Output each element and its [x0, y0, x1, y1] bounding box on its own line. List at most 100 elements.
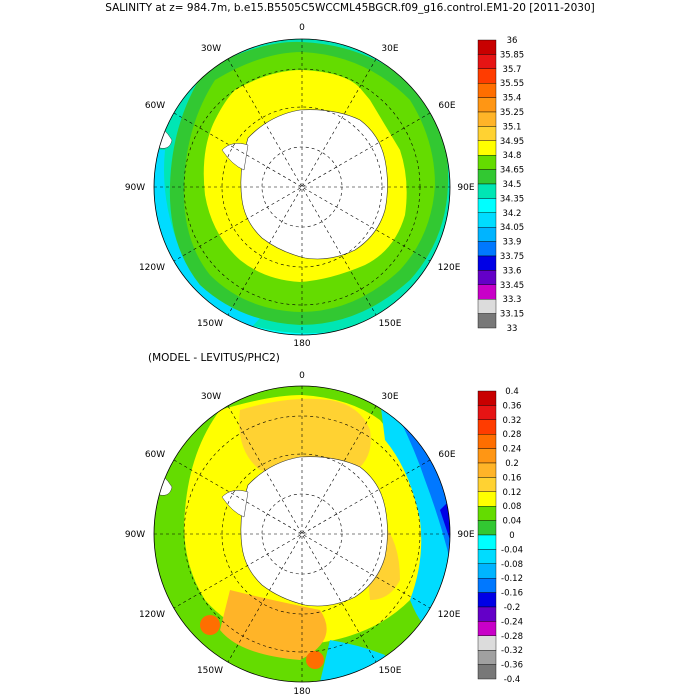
colorbar-tick-label: 0: [509, 531, 514, 541]
orange-diff-patch: [220, 590, 327, 660]
colorbar-tick-label: 34.05: [500, 223, 524, 233]
salinity-map: [153, 38, 451, 336]
lon-label: 0: [299, 371, 305, 381]
difference-colorbar: 0.4 0.36 0.32 0.28 0.24 0.2 0.16 0.12 0.08 0.04 0 -…: [477, 387, 523, 685]
lon-label: 90E: [457, 183, 474, 193]
colorbar-tick-label: 33.75: [500, 252, 524, 262]
lon-label: 60E: [438, 101, 455, 111]
colorbar-swatch: [477, 650, 497, 665]
difference-map: [153, 385, 451, 683]
lon-label: 150E: [379, 319, 402, 329]
antarctica-landmass: [240, 456, 388, 607]
lon-label: 60W: [145, 101, 165, 111]
colorbar-tick-label: 35.1: [503, 122, 522, 132]
colorbar-tick-label: 0.08: [503, 502, 522, 512]
colorbar-tick-label: 35.25: [500, 108, 524, 118]
colorbar-swatch: [477, 563, 497, 579]
lon-label: 180: [293, 687, 310, 697]
lon-label: 60E: [438, 450, 455, 460]
colorbar-tick-label: 34.95: [500, 137, 524, 147]
lon-label: 30W: [201, 392, 221, 402]
colorbar-swatch: [477, 226, 497, 242]
colorbar-tick-label: 36: [507, 36, 518, 46]
colorbar-swatch: [477, 578, 497, 593]
colorbar-tick-label: -0.28: [501, 632, 523, 642]
difference-subtitle: (MODEL - LEVITUS/PHC2): [148, 352, 280, 364]
colorbar-tick-label: 33.3: [503, 295, 522, 305]
colorbar-swatch: [477, 635, 497, 651]
colorbar-swatch: [477, 606, 497, 622]
colorbar-swatch: [477, 299, 497, 314]
lon-label: 30W: [201, 44, 221, 54]
colorbar-tick-label: 34.35: [500, 194, 524, 204]
bottom-longitude-labels: 0 30W 30E 60W 60E 90W 90E 120W 120E 150W…: [125, 371, 475, 697]
colorbar-swatch: [477, 491, 497, 507]
lon-label: 0: [299, 23, 305, 33]
colorbar-swatch: [477, 198, 497, 213]
colorbar-tick-label: 33.15: [500, 310, 524, 320]
antarctica-landmass: [240, 109, 388, 260]
colorbar-tick-label: 34.8: [503, 151, 522, 161]
colorbar-tick-label: -0.32: [501, 646, 523, 656]
colorbar-tick-label: -0.12: [501, 574, 523, 584]
colorbar-swatch: [477, 212, 497, 228]
colorbar-swatch: [477, 520, 497, 536]
red-diff-spot: [200, 615, 220, 635]
red-diff-spot: [306, 651, 324, 669]
colorbar-tick-label: -0.24: [501, 617, 523, 627]
blue-diff-band: [380, 400, 450, 632]
colorbar-tick-label: 35.7: [503, 65, 522, 75]
colorbar-tick-label: 33: [507, 324, 518, 334]
lon-label: 120E: [438, 263, 461, 273]
colorbar-swatch: [477, 592, 497, 608]
colorbar-tick-label: -0.4: [504, 675, 521, 685]
lon-label: 120W: [139, 263, 165, 273]
map-outline: [153, 38, 451, 336]
colorbar-swatch: [477, 183, 497, 199]
graticule: [154, 39, 450, 335]
lon-label: 30E: [381, 44, 398, 54]
colorbar-tick-label: -0.2: [504, 603, 521, 613]
colorbar-tick-label: 35.55: [500, 79, 524, 89]
lon-label: 90W: [125, 183, 145, 193]
lon-label: 90E: [457, 530, 474, 540]
graticule: [154, 386, 450, 682]
lon-label: 150W: [197, 319, 223, 329]
lon-label: 150E: [379, 666, 402, 676]
colorbar-swatch: [477, 405, 497, 420]
colorbar-swatch: [477, 54, 497, 70]
colorbar-swatch: [477, 477, 497, 492]
colorbar-swatch: [477, 390, 497, 406]
colorbar-tick-label: 35.85: [500, 50, 524, 60]
colorbar-tick-label: -0.16: [501, 589, 523, 599]
colorbar-swatch: [477, 419, 497, 435]
colorbar-swatch: [477, 169, 497, 185]
colorbar-swatch: [477, 284, 497, 300]
colorbar-swatch: [477, 82, 497, 98]
colorbar-swatch: [477, 241, 497, 257]
colorbar-tick-label: 0.12: [503, 488, 522, 498]
orange-diff-patch: [239, 398, 371, 477]
lon-label: 120E: [438, 610, 461, 620]
colorbar-tick-label: 34.65: [500, 166, 524, 176]
colorbar-swatch: [477, 534, 497, 550]
colorbar-tick-label: 35.4: [503, 94, 522, 104]
deep-blue-diff-spot: [440, 500, 450, 540]
colorbar-tick-label: 34.2: [503, 209, 522, 219]
lon-label: 120W: [139, 610, 165, 620]
colorbar-tick-label: 0.24: [503, 445, 522, 455]
antarctic-peninsula: [221, 490, 249, 518]
colorbar-tick-label: 0.32: [503, 416, 522, 426]
figure-title: SALINITY at z= 984.7m, b.e15.B5505C5WCCM…: [105, 2, 595, 14]
colorbar-swatch: [477, 97, 497, 113]
colorbar-swatch: [477, 126, 497, 142]
colorbar-swatch: [477, 111, 497, 127]
map-outline: [153, 385, 451, 683]
lon-label: 30E: [381, 392, 398, 402]
lon-label: 180: [293, 339, 310, 349]
colorbar-tick-label: 33.6: [503, 266, 522, 276]
colorbar-tick-label: 34.5: [503, 180, 522, 190]
colorbar-swatch: [477, 270, 497, 285]
colorbar-swatch: [477, 154, 497, 170]
colorbar-tick-label: 0.04: [503, 517, 522, 527]
